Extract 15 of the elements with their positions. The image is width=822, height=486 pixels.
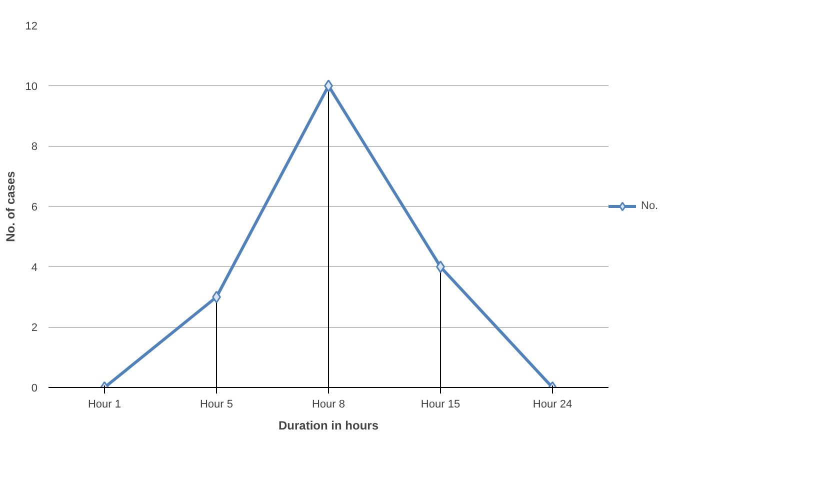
- y-tick-label: 4: [31, 262, 38, 274]
- y-tick-label: 8: [31, 141, 38, 154]
- y-tick-label: 2: [31, 322, 38, 334]
- y-axis-title: No. of cases: [3, 170, 18, 242]
- y-tick-label: 10: [25, 80, 38, 93]
- x-tick-label: Hour 1: [88, 398, 122, 410]
- x-tick-label: Hour 5: [200, 398, 234, 410]
- y-tick-label: 12: [25, 20, 38, 32]
- x-tick-label: Hour 24: [532, 398, 572, 410]
- y-tick-label: 6: [31, 202, 38, 214]
- y-tick-label: 0: [31, 382, 38, 394]
- legend-label: No.: [641, 200, 660, 212]
- x-axis-title: Duration in hours: [278, 418, 379, 432]
- x-tick-label: Hour 15: [420, 398, 460, 410]
- x-tick-label: Hour 8: [312, 398, 346, 410]
